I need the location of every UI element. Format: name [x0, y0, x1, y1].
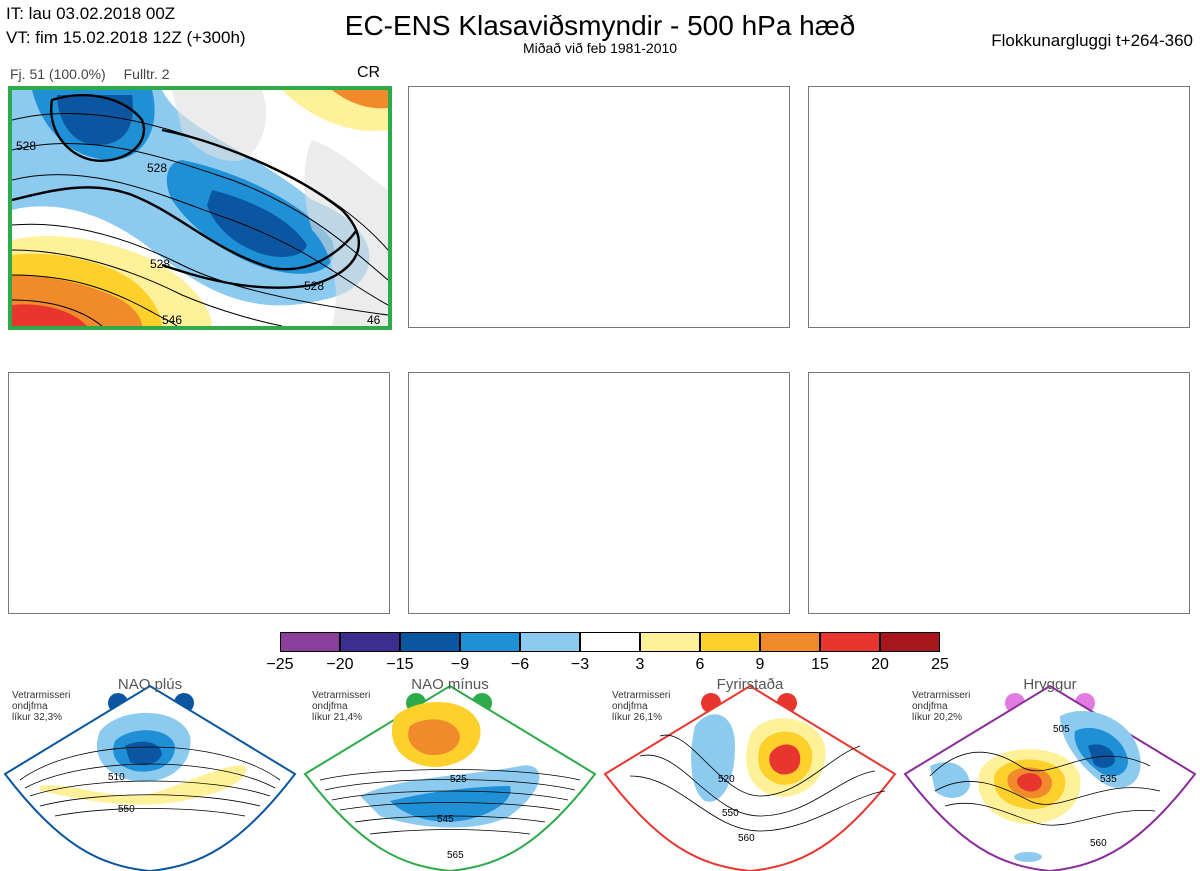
contour-label: 46	[367, 313, 381, 326]
colorbar-tick-label: 20	[871, 656, 889, 673]
colorbar-tick-label: 9	[755, 656, 765, 673]
initial-time: IT: lau 03.02.2018 00Z	[6, 4, 176, 23]
colorbar-cell	[340, 632, 400, 652]
contour-label: 528	[16, 139, 36, 153]
contour-label: 520	[718, 774, 735, 785]
contour-label: 510	[108, 772, 125, 783]
regime-info: Vetrarmisseri ondjfma líkur 32,3%	[12, 690, 71, 723]
regime-panel-nao-plus: 510 550 NAO plús Vetrarmisseri ondjfma lík…	[0, 676, 300, 871]
regime-map: 520 550 560	[603, 684, 897, 871]
colorbar-cell	[700, 632, 760, 652]
cluster-map-5[interactable]	[408, 372, 790, 614]
colorbar-tick-label: −3	[570, 656, 590, 673]
cluster-map-4[interactable]	[8, 372, 390, 614]
classification-window: Flokkunargluggi t+264-360	[991, 31, 1193, 50]
contour-label: 505	[1053, 724, 1070, 735]
colorbar-tick-label: −9	[450, 656, 470, 673]
regime-panel-ridge: 505 535 560 Hryggur Vetrarmisseri ondjfma…	[900, 676, 1200, 871]
regime-info: Vetrarmisseri ondjfma líkur 20,2%	[912, 690, 971, 723]
contour-label: 565	[447, 850, 464, 861]
colorbar-cell	[520, 632, 580, 652]
contour-label: 525	[450, 774, 467, 785]
contour-label: 560	[738, 833, 755, 844]
cluster-representative: Fulltr. 2	[123, 66, 170, 82]
colorbar-cell	[820, 632, 880, 652]
contour-label: 550	[722, 808, 739, 819]
regime-title: NAO plús	[117, 676, 183, 693]
cluster-map-3[interactable]	[808, 86, 1190, 328]
page-subtitle: Miðað við feb 1981-2010	[522, 40, 678, 56]
regime-info: Vetrarmisseri ondjfma líkur 26,1%	[612, 690, 671, 723]
cluster-map-6[interactable]	[808, 372, 1190, 614]
contour-label: 546	[162, 313, 182, 326]
regime-code: CR	[357, 64, 381, 81]
colorbar-cell	[760, 632, 820, 652]
page-title: EC-ENS Klasaviðsmyndir - 500 hPa hæð	[344, 10, 856, 41]
regime-title: Hryggur	[1023, 676, 1077, 693]
regime-map: 510 550	[3, 684, 297, 871]
colorbar-tick-label: −25	[266, 656, 294, 673]
regime-map: 525 545 565	[303, 684, 597, 871]
regime-panel-nao-minus: 525 545 565 NAO mínus Vetrarmisseri ondjf…	[300, 676, 600, 871]
regime-title: Fyrirstaða	[716, 676, 784, 693]
colorbar-cell	[580, 632, 640, 652]
cluster-map-1[interactable]: 528 528 528 546 528 46	[8, 86, 392, 330]
contour-label: 560	[1090, 838, 1107, 849]
regime-info: Vetrarmisseri ondjfma líkur 21,4%	[312, 690, 371, 723]
regime-title: NAO mínus	[411, 676, 489, 693]
cluster-info: Fj. 51 (100.0%) Fulltr. 2	[10, 66, 184, 82]
contour-label: 545	[437, 814, 454, 825]
colorbar-cell	[880, 632, 940, 652]
contour-label: 528	[304, 279, 324, 293]
colorbar-cell	[460, 632, 520, 652]
cluster-members: Fj. 51 (100.0%)	[10, 66, 106, 82]
colorbar-cell	[400, 632, 460, 652]
colorbar-tick-label: −15	[386, 656, 414, 673]
colorbar-tick-label: −6	[510, 656, 530, 673]
cluster-map-2[interactable]	[408, 86, 790, 328]
valid-time: VT: fim 15.02.2018 12Z (+300h)	[6, 28, 246, 47]
contour-label: 528	[147, 161, 167, 175]
contour-label: 528	[150, 257, 170, 271]
anomaly-map: 528 528 528 546 528 46	[12, 90, 388, 326]
contour-label: 550	[118, 804, 135, 815]
colorbar-tick-label: −20	[326, 656, 354, 673]
regime-map: 505 535 560	[903, 684, 1197, 871]
colorbar-tick-label: 15	[811, 656, 829, 673]
regime-panel-blocking: 520 550 560 Fyrirstaða Vetrarmisseri ondj…	[600, 676, 900, 871]
colorbar-tick-label: 25	[931, 656, 949, 673]
colorbar-cell	[280, 632, 340, 652]
contour-label: 535	[1100, 774, 1117, 785]
colorbar-cell	[640, 632, 700, 652]
colorbar-tick-label: 3	[635, 656, 645, 673]
colorbar-tick-label: 6	[695, 656, 705, 673]
